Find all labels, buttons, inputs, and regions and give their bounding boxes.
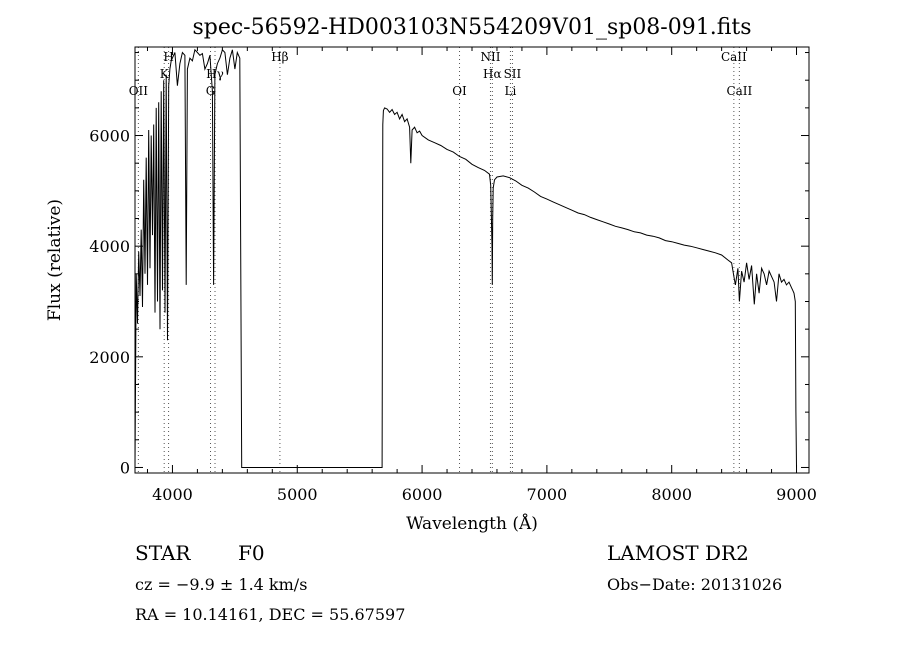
line-label: Hβ: [271, 50, 288, 64]
line-label: H: [163, 50, 173, 64]
line-label: OI: [452, 84, 467, 98]
line-label: Hα: [483, 67, 502, 81]
line-label: K: [160, 67, 170, 81]
y-tick-label: 2000: [89, 348, 130, 367]
x-tick-label: 7000: [527, 485, 568, 504]
line-label: SII: [504, 67, 522, 81]
line-label: OII: [129, 84, 149, 98]
y-tick-label: 4000: [89, 237, 130, 256]
axis-ticks: 4000 5000 6000 7000 8000 9000 0 2000 4000 6000: [89, 47, 817, 504]
line-label: CaII: [726, 84, 752, 98]
x-tick-label: 5000: [277, 485, 318, 504]
x-tick-label: 9000: [776, 485, 817, 504]
plot-frame: [134, 46, 810, 474]
spectrum-series-line: [134, 48, 797, 468]
x-axis-label: Wavelength (Å): [406, 513, 538, 534]
object-subclass: F0: [238, 541, 265, 565]
line-label: G: [206, 84, 216, 98]
object-class: STAR: [135, 541, 191, 565]
x-tick-label: 8000: [651, 485, 692, 504]
line-label: NII: [480, 50, 500, 64]
survey-name: LAMOST DR2: [607, 541, 749, 565]
x-tick-label: 4000: [152, 485, 193, 504]
y-axis-label: Flux (relative): [45, 199, 65, 321]
line-label: CaII: [721, 50, 747, 64]
x-tick-label: 6000: [402, 485, 443, 504]
chart-title: spec-56592-HD003103N554209V01_sp08-091.f…: [192, 15, 751, 40]
redshift-velocity: cz = −9.9 ± 1.4 km/s: [135, 575, 307, 594]
line-label: Li: [505, 84, 517, 98]
coordinates: RA = 10.14161, DEC = 55.67597: [135, 605, 405, 624]
y-tick-label: 6000: [89, 127, 130, 146]
y-tick-label: 0: [120, 458, 130, 477]
observation-date: Obs−Date: 20131026: [607, 575, 782, 594]
